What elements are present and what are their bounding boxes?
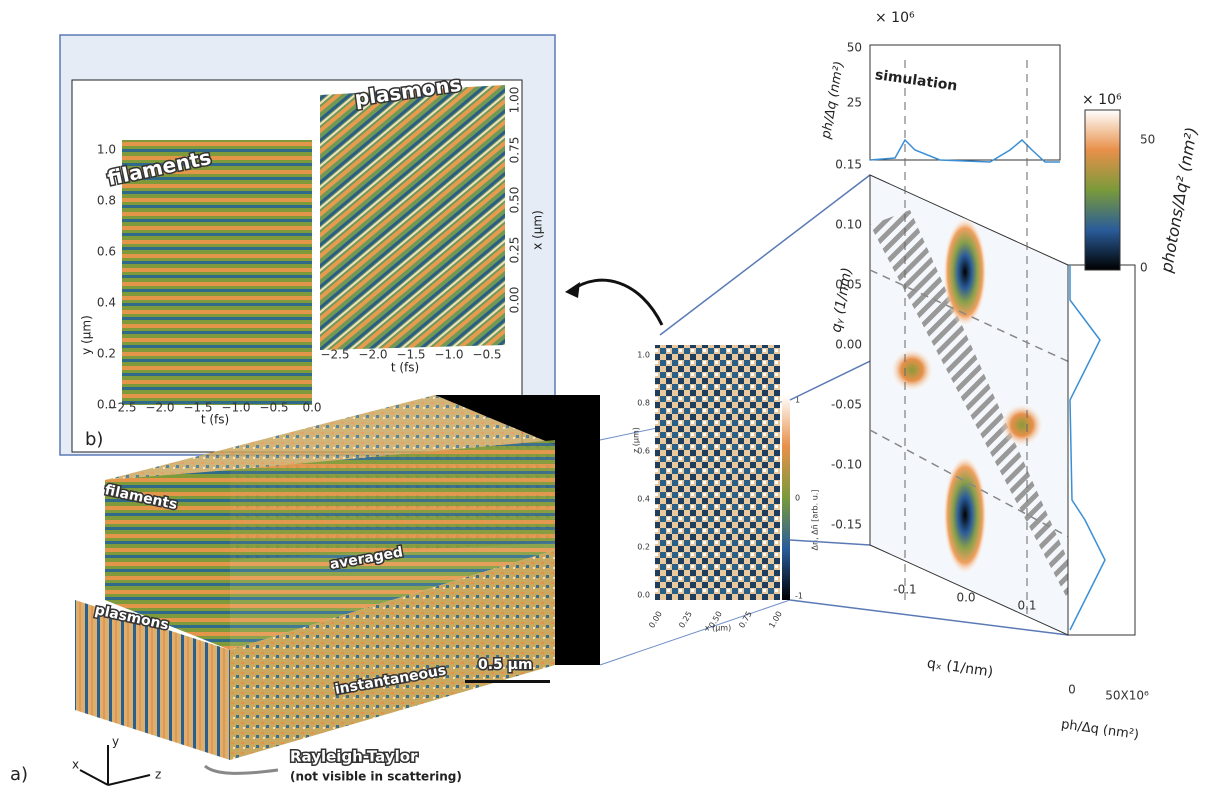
tick-label: -0.15	[831, 518, 862, 532]
colorbar	[1085, 110, 1120, 270]
tick-label: 50X10⁶	[1105, 689, 1149, 703]
tick-label: 0.2	[637, 543, 650, 552]
label: z	[155, 768, 161, 782]
tick-label: 0.0	[302, 401, 321, 415]
label: a)	[10, 764, 28, 785]
label: t (fs)	[201, 413, 229, 427]
tick-label: 0.8	[637, 399, 650, 408]
tick-label: −1.5	[396, 348, 425, 362]
peak	[1000, 403, 1044, 447]
tick-label: 0.4	[97, 296, 116, 310]
tick-label: −2.0	[358, 348, 387, 362]
tick-label: -0.1	[893, 583, 916, 597]
connector	[790, 540, 870, 545]
tick-label: 0.05	[835, 278, 862, 292]
label: b)	[85, 429, 103, 450]
tick-label: 0.00	[647, 610, 664, 630]
tick-label: 0.75	[508, 137, 522, 164]
tick-label: 1.0	[97, 143, 116, 157]
slice-colorbar	[782, 395, 790, 600]
tick-label: 0.6	[97, 245, 116, 259]
label: qᵧ (1/nm)	[828, 266, 855, 333]
tick-label: 0.25	[677, 610, 694, 630]
tick-label: 0.0	[956, 591, 975, 605]
arrow	[572, 280, 662, 325]
peak	[890, 348, 934, 392]
tick-label: 0.00	[835, 338, 862, 352]
label: (not visible in scattering)	[290, 770, 462, 784]
label: Rayleigh-Taylor	[290, 748, 418, 766]
tick-label: 1.0	[637, 351, 650, 360]
tick-label: 0.8	[97, 194, 116, 208]
tick-label: 0	[795, 494, 800, 503]
label: ph/Δq (nm²)	[1060, 717, 1140, 743]
label: qₓ (1/nm)	[926, 655, 994, 680]
tick-label: 0	[1068, 683, 1076, 697]
tick-label: -1	[795, 592, 803, 601]
label: × 10⁶	[1082, 92, 1122, 108]
tick-label: 50	[847, 41, 862, 55]
tick-label: 50	[1140, 133, 1155, 147]
tick-label: 0	[1140, 261, 1148, 275]
tick-label: 0.0	[637, 591, 650, 600]
label: x (μm)	[531, 210, 545, 250]
axes-triad	[80, 745, 150, 785]
tick-label: −0.5	[472, 348, 501, 362]
arrow-head	[565, 282, 580, 298]
tick-label: −2.0	[145, 401, 174, 415]
rt-arrow	[205, 766, 278, 773]
connector	[600, 600, 790, 665]
slice-map	[655, 345, 780, 600]
label: × 10⁶	[875, 10, 915, 26]
tick-label: 0.2	[97, 347, 116, 361]
label: t (fs)	[391, 361, 419, 375]
tick-label: -0.05	[831, 398, 862, 412]
plasmons-map	[320, 85, 505, 350]
tick-label: 0.6	[637, 447, 650, 456]
tick-label: -0.10	[831, 458, 862, 472]
tick-label: 0.4	[637, 495, 650, 504]
tick-label: 0.00	[508, 287, 522, 314]
label: ph/Δq (nm²)	[819, 60, 848, 141]
label: y	[112, 735, 119, 749]
scale-bar	[465, 680, 550, 683]
figure: filaments plasmons b) y (μm) t (fs) t (f…	[0, 0, 1211, 800]
tick-label: 0.25	[508, 237, 522, 264]
label: 0.5 μm	[478, 657, 533, 673]
tick-label: 0.15	[835, 158, 862, 172]
tick-label: 25	[847, 96, 862, 110]
tick-label: −1.5	[183, 401, 212, 415]
tick-label: 1.00	[767, 610, 784, 630]
tick-label: −2.5	[320, 348, 349, 362]
tick-label: 0.50	[508, 187, 522, 214]
tick-label: 1.00	[508, 87, 522, 114]
label: photons/Δq² (nm²)	[1157, 126, 1201, 275]
tick-label: 0.1	[1017, 599, 1036, 613]
label: y (μm)	[80, 315, 94, 355]
tick-label: −2.5	[107, 401, 136, 415]
top-profile-box	[870, 45, 1060, 160]
tick-label: −1.0	[221, 401, 250, 415]
label: x	[72, 758, 79, 772]
tick-label: −1.0	[434, 348, 463, 362]
side-profile-box	[1068, 265, 1135, 635]
tick-label: −0.5	[259, 401, 288, 415]
tick-label: 0.10	[835, 218, 862, 232]
peak	[943, 217, 987, 327]
